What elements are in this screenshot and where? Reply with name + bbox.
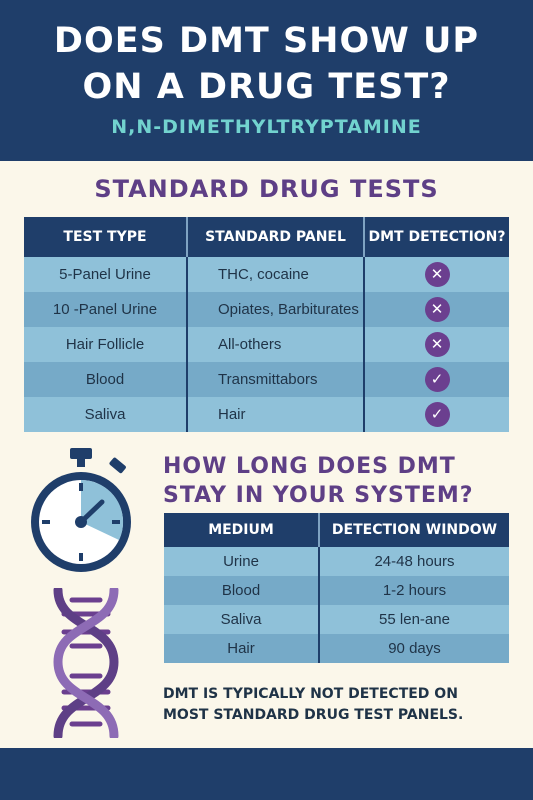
standard-panel-cell: Transmittabors: [187, 362, 365, 397]
dmt-detection-cell: ✕: [364, 292, 509, 327]
dmt-detection-cell: ✕: [364, 257, 509, 292]
check-circle-icon: ✓: [424, 367, 450, 392]
table-row: Blood 1-2 hours: [164, 576, 509, 605]
test-type-cell: 5-Panel Urine: [24, 257, 188, 292]
note-line-2: MOST STANDARD DRUG TEST PANELS.: [163, 707, 464, 723]
table-row: Saliva 55 len-ane: [164, 605, 509, 634]
test-type-cell: 10 -Panel Urine: [24, 292, 188, 327]
table-row: Saliva Hair ✓: [24, 397, 509, 432]
table-row: 5-Panel Urine THC, cocaine ✕: [24, 257, 509, 292]
heading-line-1: HOW LONG DOES DMT: [163, 454, 456, 479]
column-header-detection-window: DETECTION WINDOW: [319, 513, 509, 547]
test-type-cell: Saliva: [24, 397, 188, 432]
x-circle-icon: ✕: [424, 332, 450, 357]
medium-cell: Urine: [164, 547, 320, 576]
column-header-medium: MEDIUM: [164, 513, 320, 547]
dmt-detection-cell: ✕: [364, 327, 509, 362]
table-header-row: TEST TYPE STANDARD PANEL DMT DETECTION?: [24, 217, 509, 257]
dna-icon: [53, 588, 119, 738]
header-banner: DOES DMT SHOW UP ON A DRUG TEST? N,N-DIM…: [0, 0, 533, 161]
table-row: Hair Follicle All-others ✕: [24, 327, 509, 362]
standard-tests-heading: STANDARD DRUG TESTS: [94, 175, 439, 203]
summary-note: DMT IS TYPICALLY NOT DETECTED ON MOST ST…: [163, 684, 513, 726]
detection-window-heading: HOW LONG DOES DMT STAY IN YOUR SYSTEM?: [163, 452, 503, 510]
table-row: 10 -Panel Urine Opiates, Barbiturates ✕: [24, 292, 509, 327]
dmt-detection-cell: ✓: [364, 362, 509, 397]
window-cell: 24-48 hours: [319, 547, 509, 576]
medium-cell: Blood: [164, 576, 320, 605]
column-header-test-type: TEST TYPE: [24, 217, 188, 257]
table-row: Urine 24-48 hours: [164, 547, 509, 576]
dmt-detection-cell: ✓: [364, 397, 509, 432]
check-circle-icon: ✓: [424, 402, 450, 427]
window-cell: 55 len-ane: [319, 605, 509, 634]
standard-panel-cell: THC, cocaine: [187, 257, 365, 292]
column-header-standard-panel: STANDARD PANEL: [187, 217, 365, 257]
standard-panel-cell: Opiates, Barbiturates: [187, 292, 365, 327]
medium-cell: Hair: [164, 634, 320, 663]
footer-bar: [0, 748, 533, 800]
medium-cell: Saliva: [164, 605, 320, 634]
table-header-row: MEDIUM DETECTION WINDOW: [164, 513, 509, 547]
window-cell: 90 days: [319, 634, 509, 663]
test-type-cell: Blood: [24, 362, 188, 397]
page-subtitle: N,N-DIMETHYLTRYPTAMINE: [111, 116, 422, 138]
table-row: Blood Transmittabors ✓: [24, 362, 509, 397]
standard-panel-cell: Hair: [187, 397, 365, 432]
table-row: Hair 90 days: [164, 634, 509, 663]
test-type-cell: Hair Follicle: [24, 327, 188, 362]
window-cell: 1-2 hours: [319, 576, 509, 605]
title-line-2: ON A DRUG TEST?: [82, 67, 451, 107]
x-circle-icon: ✕: [424, 262, 450, 287]
page-title: DOES DMT SHOW UP ON A DRUG TEST?: [0, 18, 533, 110]
standard-tests-table: TEST TYPE STANDARD PANEL DMT DETECTION? …: [24, 217, 509, 432]
column-header-dmt-detection: DMT DETECTION?: [364, 217, 509, 257]
heading-line-2: STAY IN YOUR SYSTEM?: [163, 483, 474, 508]
note-line-1: DMT IS TYPICALLY NOT DETECTED ON: [163, 686, 458, 702]
detection-window-table: MEDIUM DETECTION WINDOW Urine 24-48 hour…: [164, 513, 509, 663]
title-line-1: DOES DMT SHOW UP: [53, 21, 480, 61]
x-circle-icon: ✕: [424, 297, 450, 322]
stopwatch-icon: [31, 448, 131, 572]
standard-panel-cell: All-others: [187, 327, 365, 362]
